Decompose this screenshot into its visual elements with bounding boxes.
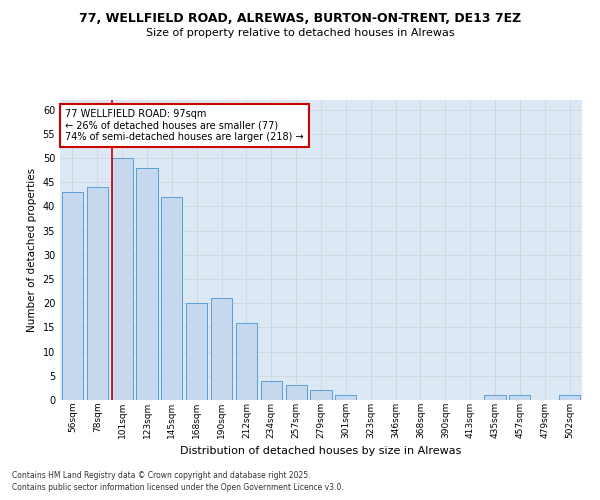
Text: 77, WELLFIELD ROAD, ALREWAS, BURTON-ON-TRENT, DE13 7EZ: 77, WELLFIELD ROAD, ALREWAS, BURTON-ON-T…: [79, 12, 521, 26]
Y-axis label: Number of detached properties: Number of detached properties: [27, 168, 37, 332]
Bar: [261, 380, 282, 400]
Bar: [112, 158, 133, 400]
Bar: [335, 395, 356, 400]
Text: Size of property relative to detached houses in Alrewas: Size of property relative to detached ho…: [146, 28, 454, 38]
Bar: [87, 187, 108, 400]
Bar: [211, 298, 232, 400]
Bar: [236, 322, 257, 400]
Bar: [161, 197, 182, 400]
Text: Contains HM Land Registry data © Crown copyright and database right 2025.: Contains HM Land Registry data © Crown c…: [12, 471, 311, 480]
Bar: [186, 303, 207, 400]
Bar: [62, 192, 83, 400]
Bar: [484, 395, 506, 400]
Bar: [509, 395, 530, 400]
Bar: [136, 168, 158, 400]
Text: Contains public sector information licensed under the Open Government Licence v3: Contains public sector information licen…: [12, 484, 344, 492]
X-axis label: Distribution of detached houses by size in Alrewas: Distribution of detached houses by size …: [181, 446, 461, 456]
Bar: [286, 386, 307, 400]
Bar: [559, 395, 580, 400]
Text: 77 WELLFIELD ROAD: 97sqm
← 26% of detached houses are smaller (77)
74% of semi-d: 77 WELLFIELD ROAD: 97sqm ← 26% of detach…: [65, 109, 304, 142]
Bar: [310, 390, 332, 400]
